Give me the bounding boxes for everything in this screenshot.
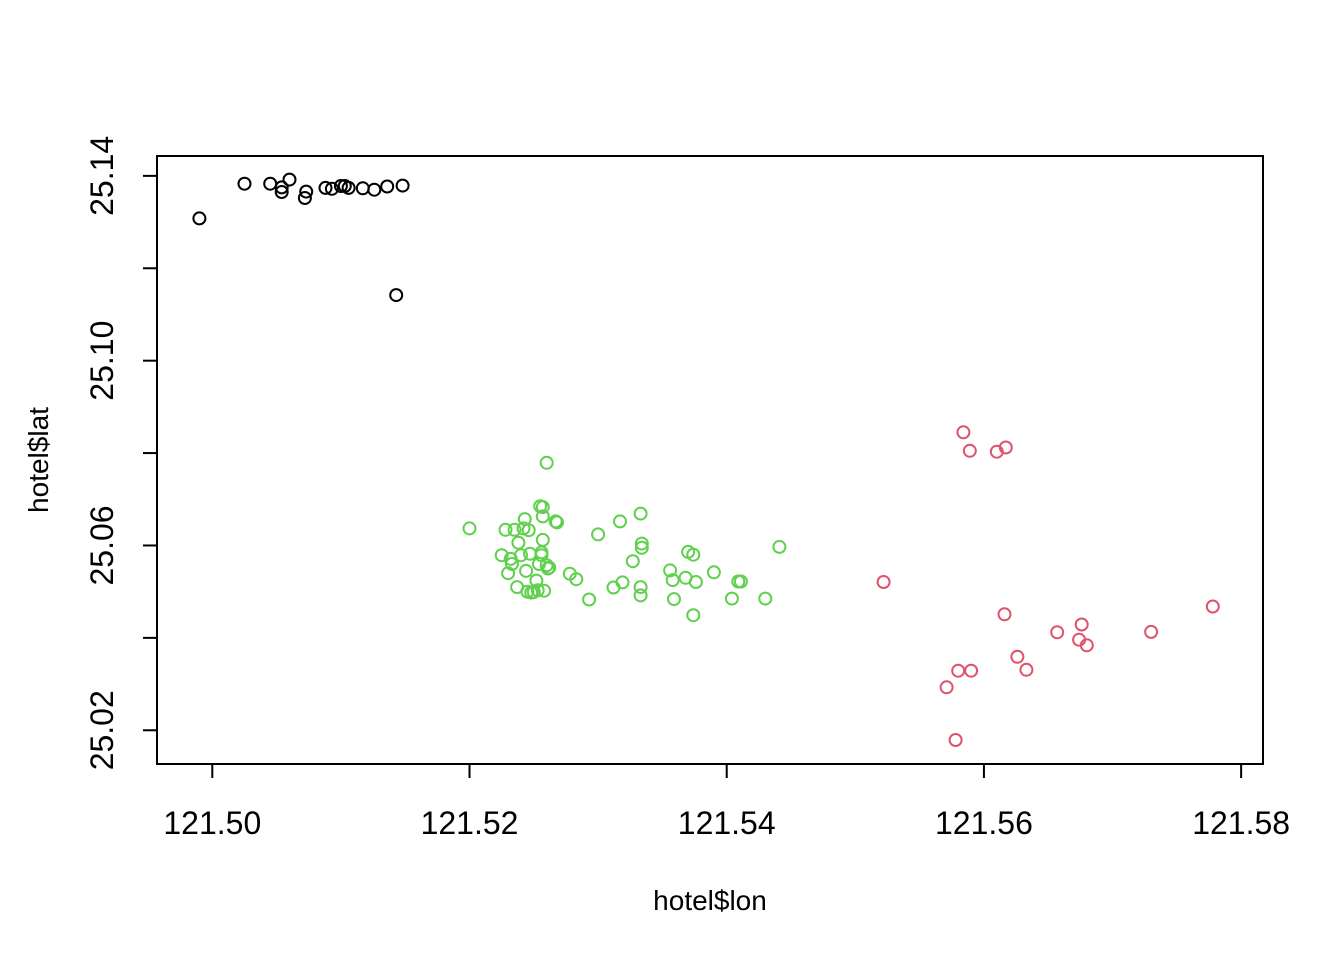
data-point-series-2: [962, 443, 977, 458]
data-point-series-3: [569, 572, 584, 587]
data-point-series-1: [367, 182, 382, 197]
data-point-series-2: [876, 575, 891, 589]
x-tick-label: 121.50: [163, 805, 261, 841]
data-point-series-3: [535, 509, 550, 524]
data-point-series-3: [625, 554, 640, 569]
data-point-series-3: [772, 539, 787, 554]
data-point-series-3: [582, 592, 597, 607]
data-point-series-3: [706, 565, 721, 580]
data-point-series-2: [1144, 624, 1159, 639]
data-point-series-3: [634, 540, 649, 555]
data-points: [192, 172, 1220, 747]
data-point-series-1: [297, 191, 312, 205]
data-point-series-1: [282, 172, 297, 187]
x-tick-label: 121.52: [421, 805, 519, 841]
data-point-series-1: [192, 211, 207, 226]
data-point-series-1: [380, 179, 395, 194]
data-point-series-3: [511, 535, 526, 550]
data-point-series-3: [535, 532, 550, 547]
data-point-series-3: [606, 580, 621, 595]
data-point-series-2: [1050, 625, 1065, 640]
data-point-series-1: [274, 185, 289, 199]
x-tick-label: 121.54: [678, 805, 776, 841]
data-point-series-3: [634, 536, 649, 551]
data-point-series-3: [521, 523, 536, 538]
data-point-series-2: [1019, 662, 1034, 677]
data-point-series-3: [665, 573, 680, 588]
data-point-series-3: [724, 591, 739, 606]
x-tick-label: 121.56: [935, 805, 1033, 841]
data-point-series-3: [494, 548, 509, 563]
data-point-series-2: [1205, 599, 1220, 614]
data-point-series-3: [535, 500, 550, 515]
x-axis-title: hotel$lon: [653, 885, 767, 916]
data-point-series-3: [530, 583, 545, 598]
data-point-series-1: [341, 180, 356, 195]
y-axis-title: hotel$lat: [23, 407, 54, 513]
data-point-series-1: [237, 176, 252, 191]
data-point-series-3: [758, 591, 773, 606]
data-point-series-3: [591, 527, 606, 542]
data-point-series-3: [514, 548, 528, 563]
data-point-series-3: [542, 560, 557, 575]
data-point-series-2: [948, 733, 963, 747]
data-point-series-3: [539, 455, 554, 470]
data-point-series-3: [688, 575, 703, 589]
data-point-series-1: [324, 181, 339, 196]
data-point-series-2: [951, 663, 966, 678]
data-point-series-3: [519, 563, 534, 578]
y-tick-label: 25.06: [84, 505, 120, 585]
data-point-series-3: [633, 588, 648, 603]
x-axis: 121.50 121.52 121.54 121.56 121.58: [163, 763, 1290, 841]
data-point-series-3: [550, 515, 564, 530]
y-tick-label: 25.02: [84, 690, 120, 770]
data-point-series-2: [1079, 638, 1094, 653]
data-point-series-3: [523, 546, 537, 561]
data-point-series-3: [633, 580, 648, 595]
plot-frame: [156, 155, 1264, 765]
data-point-series-3: [462, 521, 477, 536]
data-point-series-3: [615, 575, 630, 590]
data-point-series-1: [395, 178, 410, 193]
data-point-series-3: [733, 574, 748, 589]
data-point-series-2: [997, 607, 1012, 622]
y-axis: 25.02 25.06 25.10 25.14: [84, 136, 158, 770]
data-point-series-2: [939, 680, 954, 695]
data-point-series-3: [504, 557, 519, 571]
data-point-series-3: [501, 566, 516, 581]
data-point-series-1: [263, 176, 278, 191]
data-point-series-2: [956, 425, 971, 440]
data-point-series-3: [537, 583, 552, 598]
data-point-series-1: [274, 180, 289, 195]
data-point-series-3: [686, 608, 701, 623]
data-point-series-3: [663, 563, 678, 578]
data-point-series-1: [318, 180, 333, 195]
data-point-series-2: [998, 440, 1013, 455]
x-tick-label: 121.58: [1192, 805, 1290, 841]
data-point-series-3: [613, 514, 627, 529]
data-point-series-3: [667, 592, 681, 607]
data-point-series-3: [498, 522, 513, 537]
data-point-series-1: [299, 184, 314, 199]
data-point-series-2: [1074, 617, 1089, 632]
data-point-series-3: [507, 522, 522, 537]
data-point-series-2: [1010, 649, 1025, 664]
data-point-series-3: [633, 506, 648, 521]
data-point-series-3: [529, 573, 544, 588]
data-point-series-1: [355, 181, 370, 196]
data-point-series-3: [686, 547, 701, 562]
data-point-series-1: [333, 179, 348, 193]
y-tick-label: 25.14: [84, 136, 120, 216]
y-tick-label: 25.10: [84, 321, 120, 401]
data-point-series-1: [389, 288, 404, 303]
data-point-series-2: [964, 663, 979, 678]
